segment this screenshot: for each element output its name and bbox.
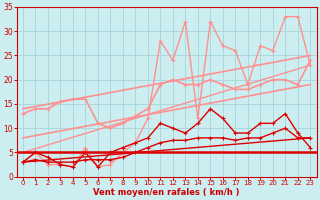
X-axis label: Vent moyen/en rafales ( km/h ): Vent moyen/en rafales ( km/h ): [93, 188, 240, 197]
